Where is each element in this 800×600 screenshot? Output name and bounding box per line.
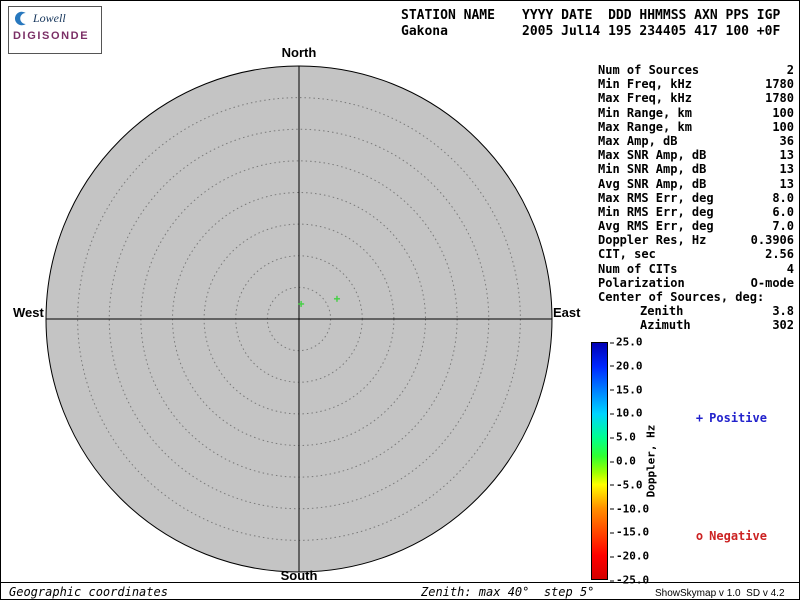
logo-lowell-text: Lowell	[33, 11, 66, 25]
param-row: Avg SNR Amp, dB 13	[598, 177, 794, 191]
param-row: Center of Sources, deg:	[598, 290, 794, 304]
param-label: Num of Sources	[598, 63, 700, 77]
colorbar-tick-label: -25.0	[610, 574, 649, 587]
skymap-point	[333, 295, 340, 302]
colorbar-tick-label: -10.0	[610, 502, 649, 515]
param-row: Min Range, km 100	[598, 106, 794, 120]
param-value: 0.3906	[750, 233, 794, 248]
colorbar-tick-label: -15.0	[610, 526, 649, 539]
legend-negative: o Negative	[667, 515, 767, 557]
colorbar-tick-label: 25.0	[610, 336, 643, 349]
param-value: 100	[772, 105, 794, 120]
colorbar-tick-label: -20.0	[610, 550, 649, 563]
param-label: Polarization	[598, 275, 685, 290]
param-label: Num of CITs	[598, 261, 678, 276]
param-value: 7.0	[772, 219, 794, 234]
colorbar-tick-label: 15.0	[610, 383, 643, 396]
compass-east-label: East	[553, 305, 581, 320]
colorbar-tick-label: -5.0	[610, 478, 643, 491]
colorbar-tick-label: 20.0	[610, 359, 643, 372]
header-fields-value: 2005 Jul14 195 234405 417 100 +0F	[522, 24, 781, 39]
param-label: Min SNR Amp, dB	[598, 162, 707, 177]
param-value: O-mode	[750, 275, 794, 290]
colorbar-tick-label: 10.0	[610, 407, 643, 420]
param-value: 302	[772, 318, 794, 333]
coordinates-mode-label: Geographic coordinates	[9, 585, 168, 599]
station-name-value: Gakona	[401, 24, 448, 39]
legend-negative-label: Negative	[709, 529, 767, 543]
header-fields-label: YYYY DATE DDD HHMMSS AXN PPS IGP	[522, 8, 781, 23]
param-row: Azimuth 302	[598, 318, 794, 332]
param-value: 36	[779, 133, 794, 148]
params-panel: Num of Sources 2 Min Freq, kHz 1780 Max Freq…	[598, 63, 794, 333]
param-row: Max SNR Amp, dB 13	[598, 148, 794, 162]
logo-digisonde-text: DIGISONDE	[13, 30, 90, 42]
param-row: Min SNR Amp, dB 13	[598, 162, 794, 176]
param-label: Min Range, km	[598, 105, 692, 120]
circle-marker-icon: o	[695, 529, 704, 543]
param-value: 4	[786, 261, 794, 276]
param-label: CIT, sec	[598, 247, 656, 262]
param-row: CIT, sec 2.56	[598, 247, 794, 261]
footer-divider	[1, 582, 799, 583]
param-row: Polarization O-mode	[598, 276, 794, 290]
param-row: Num of Sources 2	[598, 63, 794, 77]
param-row: Doppler Res, Hz 0.3906	[598, 233, 794, 247]
lowell-logo: Lowell DIGISONDE	[8, 6, 102, 54]
param-value: 100	[772, 119, 794, 134]
param-row: Max Amp, dB 36	[598, 134, 794, 148]
param-value: 3.8	[772, 304, 794, 319]
colorbar	[591, 342, 608, 580]
zenith-range-label: Zenith: max 40° step 5°	[421, 585, 595, 599]
compass-west-label: West	[13, 305, 44, 320]
param-value: 8.0	[772, 190, 794, 205]
param-label: Zenith	[640, 304, 684, 319]
colorbar-ticks: 25.0 20.0 15.0 10.0 5.0 0.0 -5.0 -10.0 -15.0 -20.…	[610, 336, 658, 587]
param-label: Max Range, km	[598, 119, 692, 134]
param-row: Min RMS Err, deg 6.0	[598, 205, 794, 219]
param-value: 13	[779, 148, 794, 163]
param-label: Doppler Res, Hz	[598, 233, 707, 248]
colorbar-tick-label: 0.0	[610, 455, 636, 468]
legend-positive: + Positive	[667, 397, 767, 439]
compass-north-label: North	[281, 45, 317, 60]
param-row: Num of CITs 4	[598, 262, 794, 276]
station-name-label: STATION NAME	[401, 8, 495, 23]
param-value: 2.56	[765, 247, 794, 262]
logo-swoosh-icon	[14, 11, 26, 26]
param-row: Zenith 3.8	[598, 304, 794, 318]
param-value: 6.0	[772, 204, 794, 219]
param-row: Min Freq, kHz 1780	[598, 77, 794, 91]
colorbar-title: Doppler, Hz	[644, 424, 658, 498]
param-row: Max Range, km 100	[598, 120, 794, 134]
param-label: Center of Sources, deg:	[598, 290, 765, 304]
param-value: 1780	[765, 77, 794, 92]
param-label: Azimuth	[640, 318, 691, 333]
param-label: Avg SNR Amp, dB	[598, 176, 707, 191]
version-label: ShowSkymap v 1.0 SD v 4.2	[655, 588, 785, 599]
legend-positive-label: Positive	[709, 411, 767, 425]
colorbar-tick-label: 5.0	[610, 431, 636, 444]
param-row: Avg RMS Err, deg 7.0	[598, 219, 794, 233]
plus-marker-icon: +	[695, 411, 704, 425]
param-label: Min Freq, kHz	[598, 77, 692, 92]
param-label: Max RMS Err, deg	[598, 190, 714, 205]
param-value: 1780	[765, 91, 794, 106]
param-label: Max SNR Amp, dB	[598, 148, 707, 163]
param-label: Max Freq, kHz	[598, 91, 692, 106]
param-value: 2	[786, 63, 794, 77]
compass-south-label: South	[280, 568, 318, 583]
param-label: Max Amp, dB	[598, 133, 678, 148]
param-label: Avg RMS Err, deg	[598, 219, 714, 234]
param-row: Max Freq, kHz 1780	[598, 91, 794, 105]
skymap-point	[298, 300, 305, 307]
param-label: Min RMS Err, deg	[598, 204, 714, 219]
param-value: 13	[779, 162, 794, 177]
param-row: Max RMS Err, deg 8.0	[598, 191, 794, 205]
param-value: 13	[779, 176, 794, 191]
